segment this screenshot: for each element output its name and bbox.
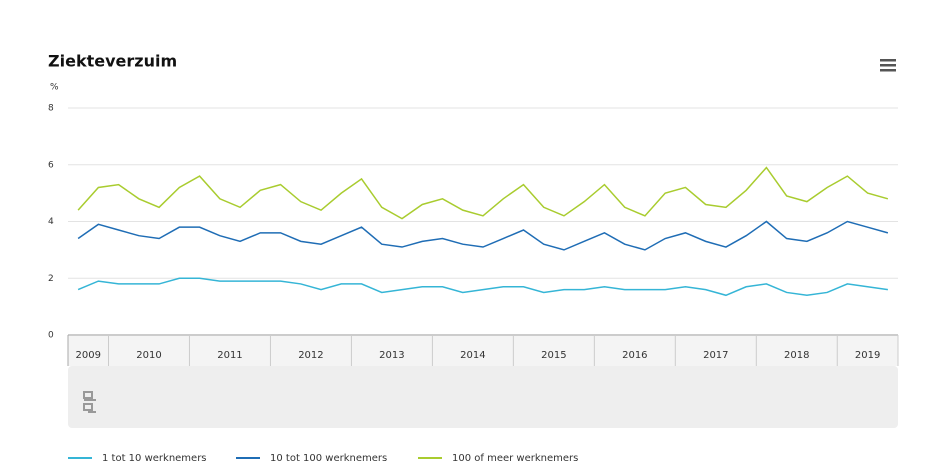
line bbox=[77, 166, 889, 220]
x-tick-label: 2017 bbox=[703, 350, 728, 361]
x-tick-label: 2012 bbox=[298, 350, 323, 361]
menu-bar[interactable] bbox=[880, 64, 896, 67]
y-tick-label: 4 bbox=[48, 217, 54, 227]
logo bbox=[83, 391, 96, 413]
x-tick-label: 2014 bbox=[460, 350, 485, 361]
y-tick-label: 6 bbox=[48, 160, 54, 170]
menu-icon[interactable] bbox=[880, 59, 896, 72]
x-axis-band bbox=[68, 336, 898, 366]
menu-bar[interactable] bbox=[880, 59, 896, 62]
navigator bbox=[68, 366, 898, 428]
y-axis-label: % bbox=[50, 83, 59, 93]
x-tick-label: 2016 bbox=[622, 350, 647, 361]
y-tick-label: 0 bbox=[48, 331, 54, 341]
x-tick-label: 2019 bbox=[855, 350, 880, 361]
legend-label: 1 tot 10 werknemers bbox=[102, 453, 207, 464]
legend-label: 100 of meer werknemers bbox=[452, 453, 578, 464]
x-tick-label: 2013 bbox=[379, 350, 404, 361]
x-tick-label: 2015 bbox=[541, 350, 566, 361]
menu-bar[interactable] bbox=[880, 69, 896, 72]
x-tick-label: 2018 bbox=[784, 350, 809, 361]
chart-title: Ziekteverzuim bbox=[48, 52, 177, 71]
y-tick-label: 8 bbox=[48, 104, 54, 114]
x-tick-label: 2010 bbox=[136, 350, 161, 361]
x-tick-label: 2009 bbox=[76, 350, 101, 361]
logo-shape bbox=[83, 391, 96, 413]
line bbox=[77, 277, 888, 297]
line bbox=[77, 220, 889, 251]
legend-label: 10 tot 100 werknemers bbox=[270, 453, 387, 464]
x-tick-label: 2011 bbox=[217, 350, 242, 361]
y-tick-label: 2 bbox=[48, 274, 54, 284]
